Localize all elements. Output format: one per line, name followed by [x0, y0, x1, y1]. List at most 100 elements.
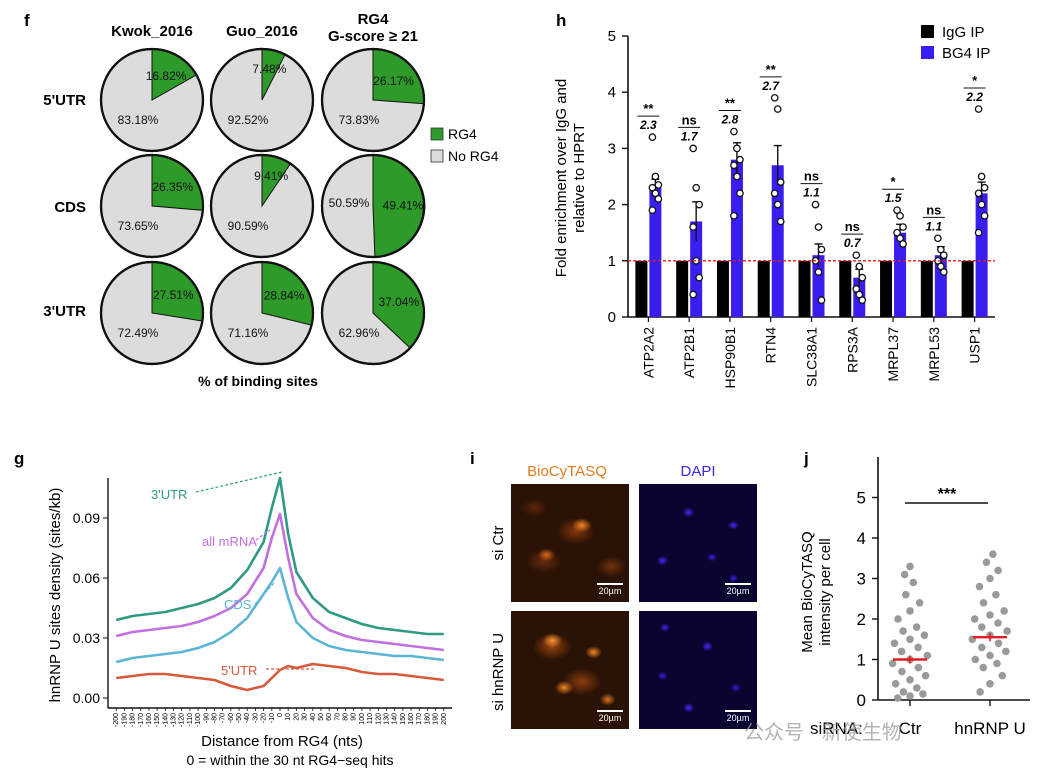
x-tick-label: MRPL53 [926, 327, 942, 382]
pie-label-no-rg4: 83.18% [118, 113, 159, 127]
bar-igg [757, 260, 770, 317]
data-point [899, 223, 907, 231]
panel-h: h 0 1 2 3 4 5 Fold enrichment over IgG and rela… [553, 11, 995, 388]
pie-label-no-rg4: 50.59% [329, 196, 370, 210]
x-tick-label: -180 [130, 713, 137, 727]
series-label: 3'UTR [151, 487, 187, 502]
col-header-rg4-sub: G-score ≥ 21 [328, 28, 418, 45]
bar-bg4 [894, 232, 907, 317]
pie-label-no-rg4: 71.16% [228, 326, 269, 340]
x-tick-label: 120 [375, 713, 382, 725]
data-point [921, 671, 930, 680]
data-point [994, 566, 1002, 575]
data-point [689, 223, 698, 231]
data-point [986, 680, 994, 688]
x-tick-label: -140 [162, 713, 169, 727]
pie-outline [99, 260, 205, 366]
data-point [906, 635, 914, 644]
data-point [994, 619, 1002, 627]
x-tick-label: 200 [441, 713, 448, 725]
panel-f: f Kwok_2016 Guo_2016 RG4 G-score ≥ 21 5'… [24, 11, 499, 389]
pie-label-no-rg4: 73.65% [118, 219, 159, 233]
bar-bg4 [649, 187, 662, 317]
data-point [898, 667, 906, 676]
data-point [915, 599, 924, 607]
bar-igg [961, 260, 974, 317]
x-tick-label: 160 [408, 713, 415, 725]
panel-f-xlabel: % of binding sites [198, 373, 318, 389]
data-point [736, 189, 744, 198]
x-tick-label: 130 [383, 713, 390, 725]
data-point [906, 607, 914, 615]
legend-bg4-swatch [921, 46, 934, 59]
data-point [974, 189, 983, 198]
data-point [888, 659, 897, 668]
y-axis-title-line1: Fold enrichment over IgG and [553, 79, 570, 277]
pie-label-rg4: 9.41% [254, 169, 288, 183]
scale-bar-label: 20µm [726, 713, 750, 723]
bar-bg4 [975, 193, 988, 317]
data-point [814, 268, 823, 276]
pie-label-rg4: 7.48% [252, 62, 286, 76]
pie-label-no-rg4: 73.83% [339, 113, 380, 127]
y-tick-label: 0.03 [73, 630, 100, 646]
legend-norg4-swatch [430, 149, 444, 163]
data-point [733, 172, 741, 181]
legend-igg-swatch [921, 25, 934, 38]
x-tick-label: Ctr [899, 719, 922, 738]
x-tick-label: 100 [359, 713, 366, 725]
data-point [970, 615, 979, 623]
col-header-rg4: RG4 [358, 11, 390, 28]
x-tick-label: RTN4 [763, 327, 779, 364]
x-tick-label: 140 [392, 713, 399, 725]
micrograph-ctr-biocytasq: 20µm [511, 484, 629, 602]
line-series [115, 476, 444, 636]
pie-outline [320, 153, 426, 259]
data-point [894, 615, 902, 623]
significance-label: ns [926, 202, 941, 217]
pie-outline [99, 153, 205, 259]
x-tick-label: MRPL37 [885, 327, 901, 382]
pie-label-no-rg4: 72.49% [118, 326, 159, 340]
data-point [896, 234, 904, 243]
data-point [936, 262, 945, 271]
data-point [971, 655, 980, 664]
data-point [974, 105, 983, 113]
bar-igg [676, 260, 689, 317]
pie-label-rg4: 26.17% [373, 74, 414, 88]
data-point [912, 623, 921, 631]
x-tick-label: hnRNP U [954, 719, 1026, 738]
data-point [913, 684, 921, 692]
data-point [858, 296, 867, 304]
data-point [899, 240, 907, 248]
data-point [979, 599, 988, 607]
x-tick-label: -170 [138, 713, 145, 727]
panel-i-label: i [470, 449, 475, 468]
fold-label: 2.8 [721, 113, 739, 127]
x-tick-label: -80 [211, 713, 218, 723]
data-point [975, 582, 984, 591]
pie-label-rg4: 49.41% [383, 199, 424, 213]
series-label: CDS [224, 597, 252, 612]
legend-rg4-swatch [430, 127, 444, 141]
watermark: 公众号 · 新使生物 [744, 722, 902, 744]
pie-label-no-rg4: 62.96% [339, 326, 380, 340]
pie-outline [209, 47, 315, 153]
data-point [736, 155, 744, 164]
bar-bg4 [771, 165, 784, 317]
x-tick-label: -120 [179, 713, 186, 727]
scale-bar-label: 20µm [726, 586, 750, 596]
data-point [689, 290, 698, 299]
row-label-si-ctr: si Ctr [490, 526, 507, 561]
data-point [936, 245, 945, 254]
pie-outline [209, 260, 315, 366]
fold-label: 2.3 [639, 118, 657, 132]
x-tick-label: -10 [269, 713, 276, 723]
fold-label: 0.7 [844, 236, 862, 250]
data-point [773, 200, 782, 209]
data-point [919, 690, 927, 698]
pie-grid: 16.82% 83.18% 7.48% 92.52% 26.17% 73.83% 26.35… [99, 47, 426, 366]
x-tick-label: 70 [334, 713, 341, 721]
significance-label: * [972, 73, 978, 88]
data-point [1000, 607, 1008, 615]
